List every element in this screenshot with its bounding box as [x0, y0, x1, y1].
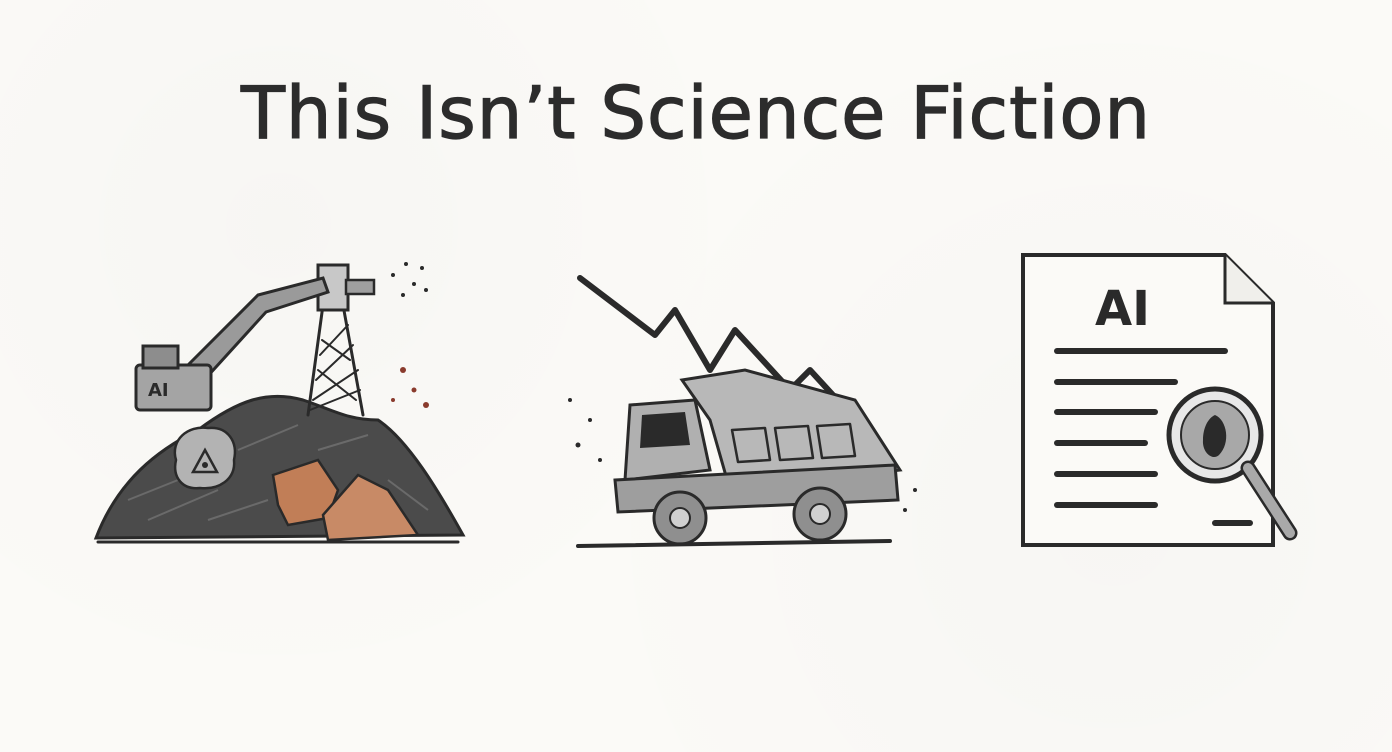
- report-magnifier-icon: AI: [1021, 253, 1298, 547]
- ai-mining-illustration: AI: [88, 250, 468, 550]
- dump-truck-trend-icon: [568, 275, 917, 548]
- excavator-ore-pile-icon: AI: [93, 262, 466, 544]
- report-label: AI: [1095, 281, 1150, 337]
- ai-report-illustration: AI: [1005, 245, 1305, 555]
- page-title: This Isn’t Science Fiction: [240, 71, 1152, 155]
- cost-decline-truck-illustration: [560, 260, 930, 555]
- excavator-label: AI: [148, 380, 169, 401]
